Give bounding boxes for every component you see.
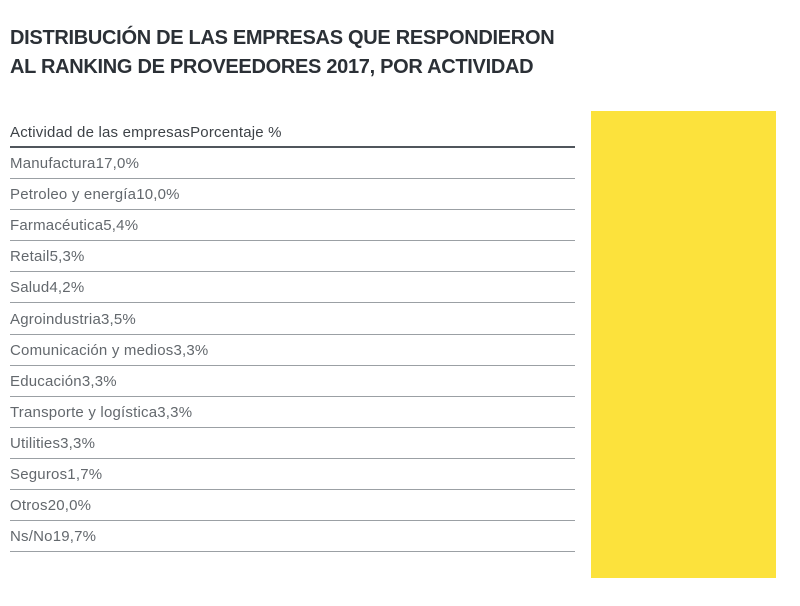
percentage-cell: 3,5%: [100, 310, 136, 328]
percentage-cell: 3,3%: [60, 434, 96, 452]
activity-cell: Agroindustria: [10, 310, 101, 328]
percentage-cell: 5,4%: [103, 217, 139, 235]
percentage-cell: 3,3%: [81, 372, 117, 390]
activity-cell: Ns/No: [10, 528, 53, 546]
activity-column-header: Actividad de las empresas: [10, 124, 191, 141]
activity-cell: Seguros: [10, 466, 68, 484]
percentage-cell: 10,0%: [136, 186, 180, 204]
table-row: Agroindustria 3,5%: [10, 303, 575, 335]
percentage-cell: 17,0%: [95, 155, 140, 173]
activity-cell: Transporte y logística: [10, 403, 158, 421]
percentage-cell: 1,7%: [67, 466, 103, 484]
page-title-line2: AL RANKING DE PROVEEDORES 2017, POR ACTI…: [10, 56, 534, 78]
table-row: Transporte y logística 3,3%: [10, 397, 575, 428]
percentage-cell: 20,0%: [47, 497, 92, 515]
percentage-cell: 19,7%: [52, 528, 97, 546]
table-row: Farmacéutica 5,4%: [10, 210, 575, 242]
table-row: Ns/No 19,7%: [10, 521, 575, 553]
table-row: Utilities 3,3%: [10, 428, 575, 459]
percentage-cell: 3,3%: [173, 341, 209, 359]
activity-cell: Farmacéutica: [10, 217, 104, 235]
page-title: DISTRIBUCIÓN DE LAS EMPRESAS QUE RESPOND…: [10, 24, 555, 82]
table-row: Salud 4,2%: [10, 272, 575, 304]
activity-cell: Retail: [10, 248, 50, 266]
table-row: Manufactura 17,0%: [10, 148, 575, 180]
table-row: Comunicación y medios 3,3%: [10, 335, 575, 366]
activity-cell: Manufactura: [10, 155, 96, 173]
activity-cell: Comunicación y medios: [10, 341, 174, 359]
yellow-accent-block: [591, 111, 776, 578]
activity-cell: Utilities: [10, 434, 61, 452]
activity-cell: Otros: [10, 497, 48, 515]
percentage-cell: 5,3%: [49, 248, 85, 266]
table-row: Educación 3,3%: [10, 366, 575, 397]
percentage-column-header: Porcentaje %: [190, 124, 282, 141]
table-row: Retail 5,3%: [10, 241, 575, 273]
activity-cell: Salud: [10, 279, 50, 297]
activity-cell: Petroleo y energía: [10, 186, 137, 204]
percentage-cell: 3,3%: [157, 403, 193, 421]
percentage-cell: 4,2%: [49, 279, 85, 297]
activity-cell: Educación: [10, 372, 82, 390]
table-row: Petroleo y energía 10,0%: [10, 179, 575, 211]
table-row: Otros 20,0%: [10, 490, 575, 522]
table-header-row: Actividad de las empresas Porcentaje %: [10, 120, 575, 148]
activity-table: Actividad de las empresas Porcentaje % Ma…: [10, 120, 575, 553]
table-row: Seguros 1,7%: [10, 459, 575, 491]
page-title-line1: DISTRIBUCIÓN DE LAS EMPRESAS QUE RESPOND…: [10, 27, 555, 49]
